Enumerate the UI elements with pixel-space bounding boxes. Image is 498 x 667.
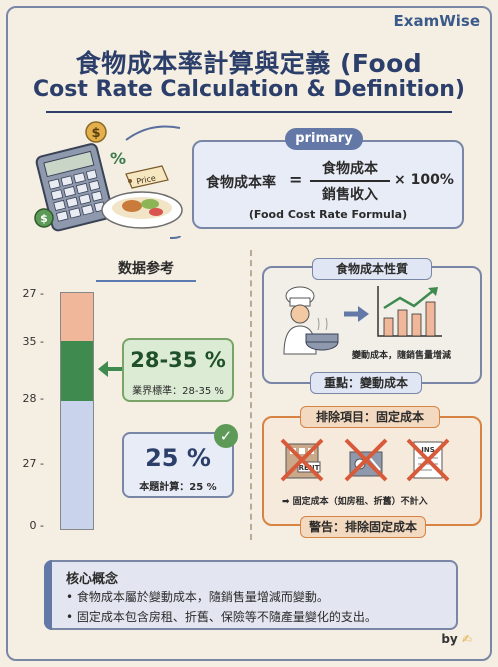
brand-logo-text: ExamWise	[393, 12, 480, 30]
fraction-bar	[310, 180, 390, 182]
svg-text:$: $	[91, 126, 100, 141]
axis-label-27: 27 -	[22, 457, 44, 470]
core-concept-item: • 固定成本包含房租、折舊、保險等不隨產量變化的支出。	[66, 610, 377, 624]
formula-caption: (Food Cost Rate Formula)	[248, 208, 408, 221]
formula-lhs: 食物成本率	[206, 175, 276, 191]
crossed-rent-building-icon: RENT	[280, 438, 324, 482]
crossed-insurance-doc-icon: INS	[406, 438, 450, 482]
axis-label-28: 28 -	[22, 392, 44, 405]
food-plate-icon	[101, 191, 183, 229]
calculated-label: 本題計算：25 %	[139, 482, 217, 493]
price-tag-icon: Price	[125, 165, 169, 189]
page-title-line2: Cost Rate Calculation & Definition)	[33, 77, 465, 102]
dollar-coin-icon	[85, 121, 107, 143]
reference-title: 数据参考	[96, 258, 196, 282]
page-frame	[6, 6, 492, 661]
industry-range-box: 28-35 % 業界標準：28-35 %	[122, 338, 234, 402]
check-icon: ✓	[214, 424, 238, 448]
industry-range-label: 業界標準：28-35 %	[132, 386, 224, 397]
bar-segment-below	[61, 401, 93, 529]
arrow-right-icon	[344, 306, 369, 322]
calculated-value: 25 %	[145, 444, 211, 472]
core-concept-title: 核心概念	[66, 572, 119, 587]
range-bar	[60, 292, 94, 530]
svg-text:Price: Price	[136, 173, 157, 186]
warning-label: 警告：排除固定成本	[300, 516, 426, 538]
exclusion-note: ➡ 固定成本（如房租、折舊）不計入	[282, 497, 428, 507]
primary-tag: primary	[285, 128, 363, 150]
section-divider	[250, 250, 252, 540]
industry-range-value: 28-35 %	[130, 348, 226, 372]
title-underline	[46, 111, 452, 113]
svg-text:$: $	[40, 212, 48, 225]
formula-box: 食物成本率 = 食物成本 銷售收入 × 100% (Food Cost Rate…	[192, 140, 464, 229]
curved-arrow-icon	[125, 125, 181, 141]
formula-denominator: 銷售收入	[322, 187, 378, 203]
axis-label-0: 0 -	[29, 519, 44, 532]
calculator-food-illustration: $ % $ Price	[34, 121, 183, 239]
core-concept-box: 核心概念 • 食物成本屬於變動成本，隨銷售量增減而變動。 • 固定成本包含房租、…	[44, 560, 458, 630]
formula-equals: =	[289, 170, 303, 189]
core-concept-item: • 食物成本屬於變動成本，隨銷售量增減而變動。	[66, 590, 329, 604]
axis-label-35: 35 -	[22, 335, 44, 348]
exclusion-title: 排除項目：固定成本	[300, 406, 440, 428]
crossed-equipment-icon	[344, 438, 388, 482]
svg-text:INS: INS	[421, 446, 435, 454]
bar-segment-range	[61, 341, 93, 401]
formula-multiplier: × 100%	[394, 172, 454, 188]
rising-bar-chart-icon	[377, 286, 442, 337]
properties-caption: 變動成本，隨銷售量增減	[352, 351, 452, 361]
byline-text: by	[441, 632, 458, 646]
green-coin-icon	[34, 208, 54, 228]
chef-icon	[283, 286, 339, 355]
byline: by ✍	[441, 632, 472, 646]
calculator-icon	[35, 143, 114, 232]
calculated-value-box: 25 % 本題計算：25 %	[122, 432, 234, 498]
svg-text:%: %	[110, 149, 126, 168]
formula-numerator: 食物成本	[322, 161, 378, 177]
hand-icon: ✍	[461, 632, 472, 646]
page-title-line1: 食物成本率計算與定義 (Food	[75, 49, 423, 78]
properties-box	[262, 266, 482, 384]
key-point-label: 重點：變動成本	[310, 372, 422, 394]
properties-title: 食物成本性質	[312, 258, 432, 280]
bar-segment-above	[61, 293, 93, 341]
axis-label-top: 27 -	[22, 287, 44, 300]
arrow-left-icon	[98, 361, 124, 377]
